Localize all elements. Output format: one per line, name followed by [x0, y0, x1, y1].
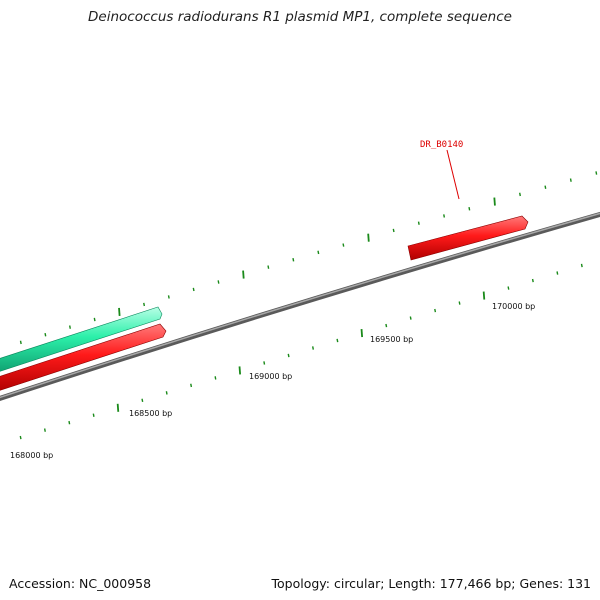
gene-label-leader	[446, 149, 460, 200]
inner-tick	[434, 308, 437, 313]
inner-tick	[190, 383, 193, 388]
outer-tick	[544, 185, 547, 189]
inner-tick	[312, 346, 314, 350]
gene-arrow-left[interactable]	[0, 323, 167, 392]
plasmid-backbone	[0, 211, 600, 401]
outer-tick	[468, 206, 471, 211]
inner-tick	[385, 323, 388, 328]
tick-label-169000: 169000 bp	[249, 372, 292, 381]
inner-tick	[287, 353, 290, 358]
outer-tick	[217, 280, 220, 284]
outer-tick	[267, 265, 270, 269]
inner-tick	[19, 435, 22, 440]
feature-arrow-green[interactable]	[0, 306, 163, 373]
inner-tick	[263, 361, 266, 365]
tick-label-168500: 168500 bp	[129, 409, 172, 418]
outer-tick	[367, 233, 370, 242]
inner-tick	[458, 301, 461, 305]
tick-label-170000: 170000 bp	[492, 302, 535, 311]
outer-tick	[292, 258, 295, 262]
inner-tick	[409, 316, 412, 320]
outer-tick	[143, 302, 146, 307]
outer-tick	[317, 250, 320, 255]
inner-tick	[116, 403, 120, 412]
inner-tick-ring	[19, 263, 583, 440]
inner-tick	[556, 271, 559, 275]
outer-tick	[44, 332, 47, 337]
outer-tick	[118, 307, 121, 317]
outer-tick	[93, 317, 96, 322]
outer-tick	[242, 270, 245, 279]
outer-tick	[342, 243, 345, 247]
inner-tick	[336, 338, 339, 343]
gene-arrow-dr-b0140[interactable]	[407, 215, 529, 261]
inner-tick	[214, 376, 217, 380]
outer-tick	[595, 171, 598, 175]
outer-tick	[569, 178, 572, 182]
inner-tick	[92, 413, 95, 417]
tick-label-169500: 169500 bp	[370, 335, 413, 344]
gene-label-dr-b0140[interactable]: DR_B0140	[420, 140, 463, 150]
inner-tick	[43, 428, 46, 432]
inner-tick	[238, 366, 242, 375]
outer-tick	[493, 197, 496, 206]
outer-tick-ring	[19, 171, 598, 345]
map-title: Deinococcus radiodurans R1 plasmid MP1, …	[88, 9, 512, 25]
inner-tick	[360, 328, 364, 338]
accession-text: Accession: NC_000958	[9, 576, 152, 591]
outer-tick	[392, 228, 395, 233]
outer-tick	[518, 192, 521, 197]
outer-tick	[417, 221, 420, 225]
tick-label-168000: 168000 bp	[10, 451, 53, 460]
topology-summary: Topology: circular; Length: 177,466 bp; …	[271, 576, 592, 591]
inner-tick	[482, 291, 486, 300]
outer-tick	[68, 325, 71, 329]
inner-tick	[165, 391, 168, 395]
outer-tick	[167, 295, 170, 299]
outer-tick	[443, 214, 446, 218]
outer-tick	[19, 340, 22, 345]
inner-tick	[68, 420, 71, 425]
inner-tick	[531, 278, 534, 283]
inner-tick	[141, 398, 144, 403]
outer-tick	[192, 287, 195, 292]
inner-tick	[507, 286, 510, 290]
inner-tick	[580, 263, 583, 268]
